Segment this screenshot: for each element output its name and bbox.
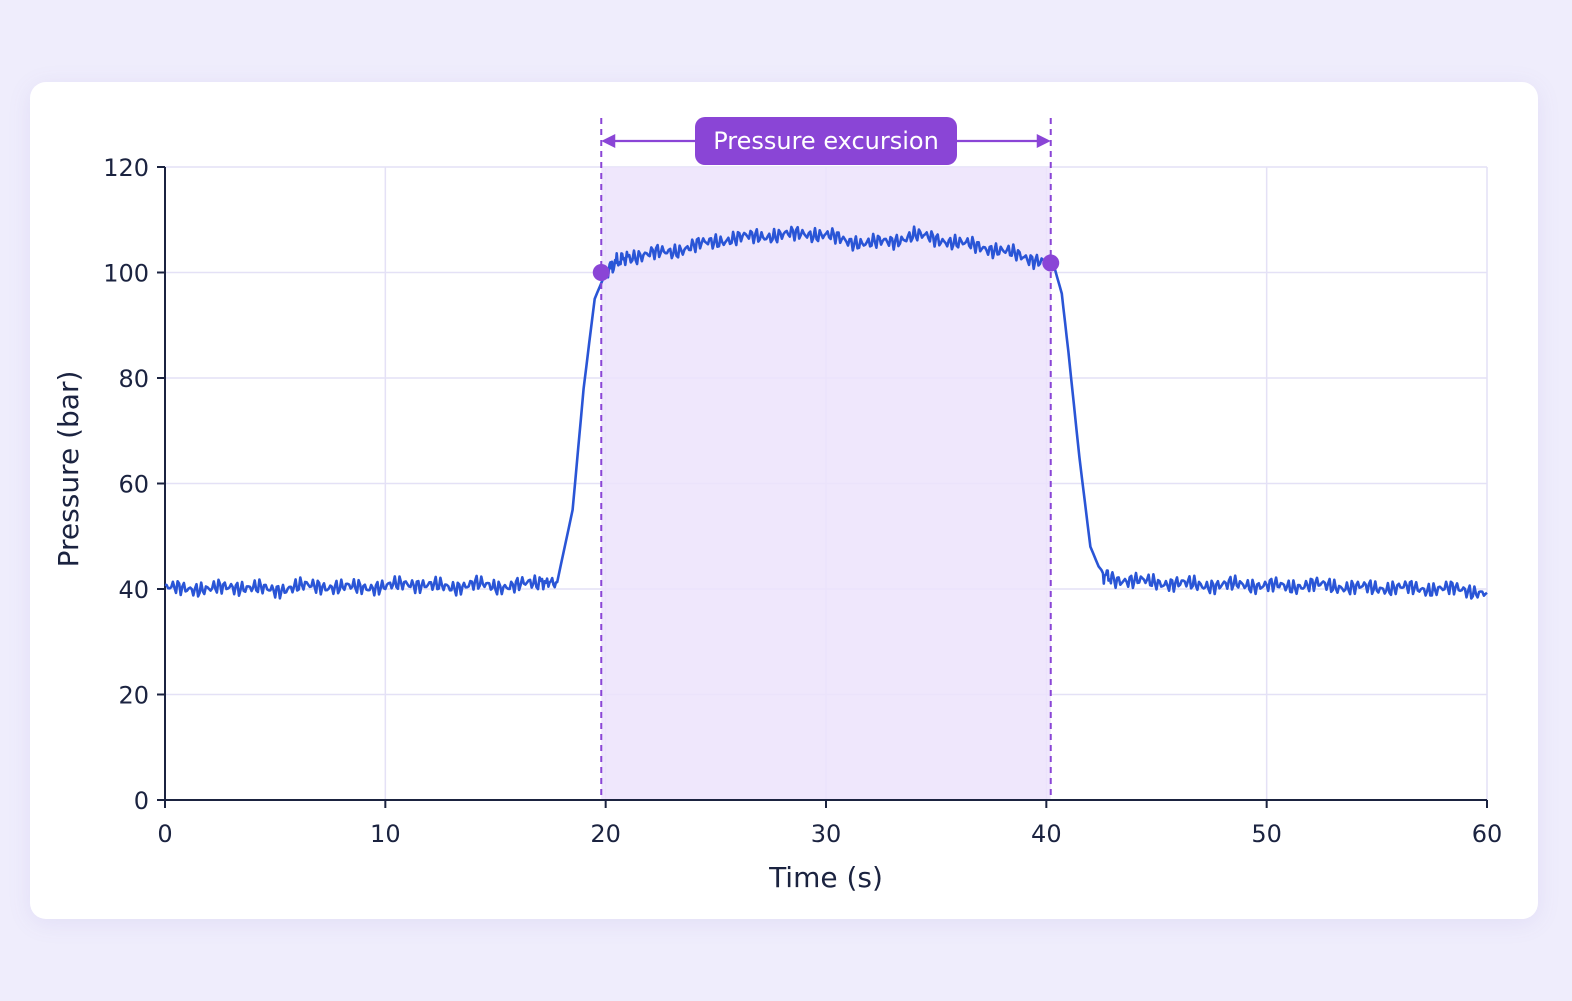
x-tick-label-30: 30 xyxy=(811,820,842,848)
y-tick-label-40: 40 xyxy=(118,576,149,604)
y-tick-label-20: 20 xyxy=(118,682,149,710)
excursion-label-pill xyxy=(695,117,957,165)
axes xyxy=(157,166,1488,808)
excursion-end-marker xyxy=(1042,254,1060,272)
y-tick-label-60: 60 xyxy=(118,471,149,499)
y-tick-label-0: 0 xyxy=(134,787,149,815)
excursion-shade xyxy=(601,167,1051,800)
y-tick-label-100: 100 xyxy=(103,260,149,288)
x-tick-label-60: 60 xyxy=(1472,820,1503,848)
y-axis-title: Pressure (bar) xyxy=(52,371,85,568)
y-tick-label-80: 80 xyxy=(118,365,149,393)
excursion-label-text: Pressure excursion xyxy=(713,127,939,155)
x-tick-label-10: 10 xyxy=(370,820,401,848)
pressure-chart: 0 10 20 30 40 50 60 0 20 40 60 80 100 120 Pressure ex… xyxy=(52,117,1502,894)
x-axis-title: Time (s) xyxy=(768,861,883,894)
x-tick-label-20: 20 xyxy=(590,820,621,848)
arrow-left-head-icon xyxy=(601,134,616,148)
y-tick-label-120: 120 xyxy=(103,154,149,182)
annotation-layer: Pressure excursion xyxy=(592,117,1060,800)
arrow-right-head-icon xyxy=(1036,134,1051,148)
pressure-series-line xyxy=(164,225,1488,600)
excursion-band xyxy=(601,167,1051,800)
tick-labels: 0 10 20 30 40 50 60 0 20 40 60 80 100 120 xyxy=(103,154,1502,848)
series-layer xyxy=(164,225,1488,600)
x-tick-label-50: 50 xyxy=(1251,820,1282,848)
excursion-start-marker xyxy=(592,264,610,281)
chart-card: 0 10 20 30 40 50 60 0 20 40 60 80 100 120 Pressure ex… xyxy=(30,82,1538,919)
x-tick-label-0: 0 xyxy=(157,820,172,848)
x-tick-label-40: 40 xyxy=(1031,820,1062,848)
